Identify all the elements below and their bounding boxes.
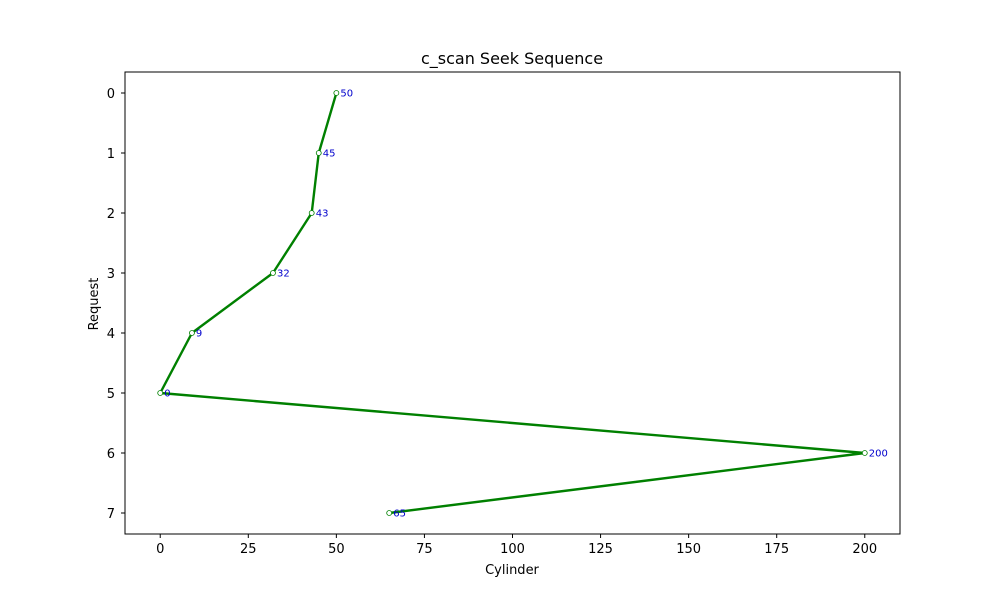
x-tick-label: 50 — [328, 542, 345, 557]
chart-title: c_scan Seek Sequence — [421, 49, 603, 69]
y-tick-label: 3 — [107, 267, 115, 282]
plot-frame — [124, 71, 901, 535]
data-label: 32 — [277, 269, 290, 280]
y-axis-label: Request — [87, 278, 102, 331]
y-tick-label: 0 — [107, 87, 115, 102]
data-label: 50 — [340, 89, 353, 100]
data-label: 45 — [323, 149, 336, 160]
data-point — [270, 270, 276, 276]
data-label: 200 — [869, 449, 888, 460]
data-point — [333, 90, 340, 96]
y-tick-label: 6 — [107, 447, 115, 462]
data-point — [308, 210, 315, 216]
seek-path-line — [159, 92, 866, 515]
data-point — [861, 450, 868, 456]
data-point — [386, 510, 393, 516]
x-tick-label: 175 — [764, 542, 789, 557]
x-tick-label: 100 — [500, 542, 525, 557]
x-tick-label: 25 — [240, 542, 257, 557]
y-tick-label: 7 — [107, 507, 115, 522]
data-label: 65 — [393, 509, 406, 520]
y-tick-label: 2 — [107, 207, 115, 222]
x-axis-label: Cylinder — [485, 563, 539, 578]
data-point — [189, 330, 195, 336]
data-label: 9 — [196, 329, 202, 340]
plot-area: 0 25 50 75 100 125 150 175 200012345675045433290… — [107, 71, 901, 557]
x-tick-label: 150 — [676, 542, 701, 557]
x-tick-label: 0 — [156, 542, 164, 557]
data-label: 43 — [316, 209, 329, 220]
data-point — [157, 390, 164, 396]
data-point — [315, 150, 322, 156]
x-tick-label: 75 — [416, 542, 433, 557]
x-tick-label: 125 — [588, 542, 613, 557]
data-label: 0 — [164, 389, 170, 400]
y-tick-label: 1 — [107, 147, 115, 162]
x-tick-label: 200 — [852, 542, 877, 557]
y-tick-label: 5 — [107, 387, 115, 402]
y-tick-label: 4 — [107, 327, 115, 342]
